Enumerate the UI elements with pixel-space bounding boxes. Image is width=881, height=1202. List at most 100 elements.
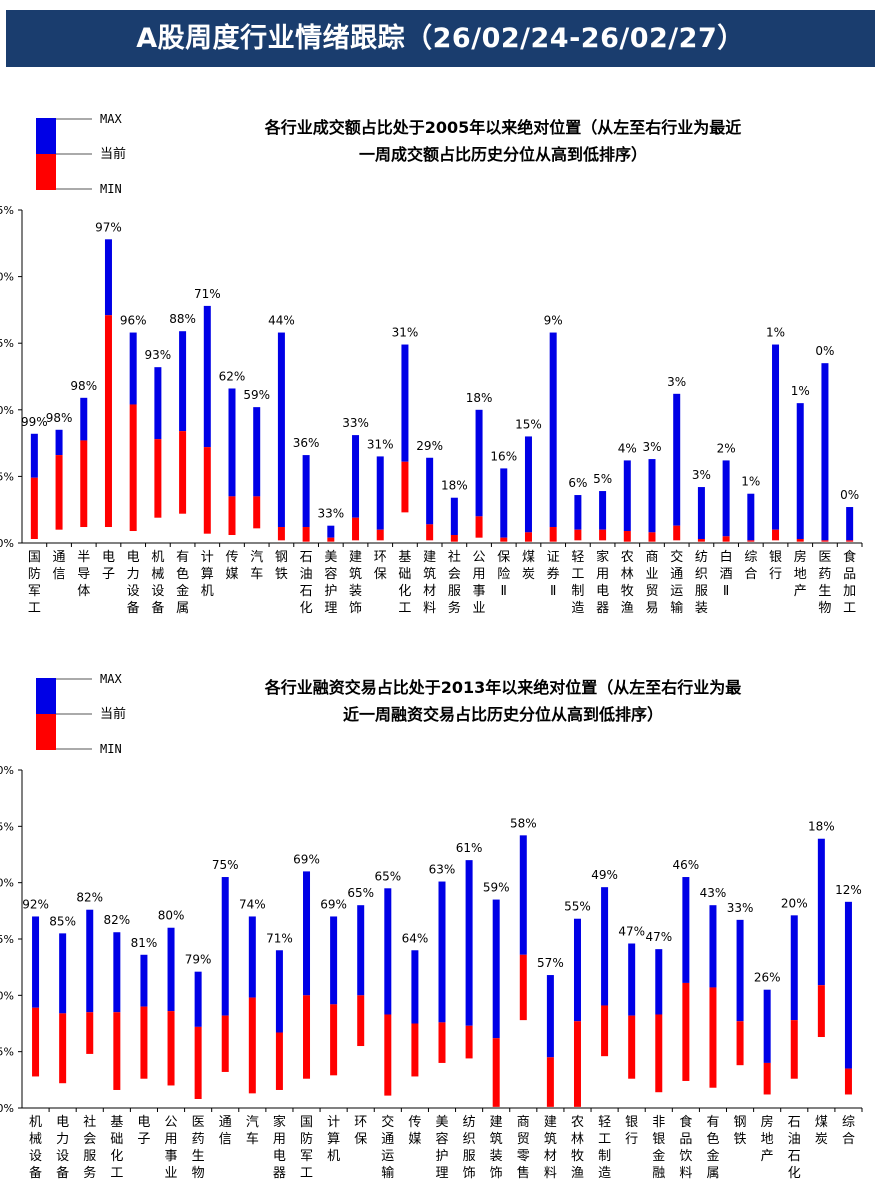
data-label: 16% xyxy=(490,449,517,463)
bar-upper-range xyxy=(113,932,121,1013)
bar-upper-range xyxy=(573,918,581,1022)
bar-lower-range xyxy=(275,1032,283,1090)
data-label: 33% xyxy=(342,416,369,430)
bar-lower-range xyxy=(253,496,261,529)
category-label: 交通运输 xyxy=(381,1114,394,1181)
bar-upper-range xyxy=(438,881,446,1023)
bar-upper-range xyxy=(817,838,825,986)
bar-upper-range xyxy=(524,436,532,533)
bar-upper-range xyxy=(277,332,285,528)
bar-upper-range xyxy=(376,456,384,530)
bar-lower-range xyxy=(179,431,187,514)
bar-upper-range xyxy=(30,433,38,478)
data-label: 1% xyxy=(741,475,760,489)
bar-upper-range xyxy=(549,332,557,528)
category-label: 有色金属 xyxy=(176,550,189,616)
data-label: 1% xyxy=(791,384,810,398)
category-label: 家用电器 xyxy=(273,1114,286,1181)
data-label: 58% xyxy=(510,816,537,830)
category-label: 公用事业 xyxy=(165,1115,178,1181)
bar-lower-range xyxy=(601,1005,609,1057)
bar-upper-range xyxy=(140,954,148,1007)
category-label: 钢铁 xyxy=(275,550,288,582)
bar-lower-range xyxy=(401,461,409,513)
data-label: 4% xyxy=(618,441,637,455)
data-label: 3% xyxy=(667,375,686,389)
bar-upper-range xyxy=(546,975,554,1058)
bar-upper-range xyxy=(194,971,202,1027)
bar-upper-range xyxy=(772,344,780,530)
category-label: 轻工制造 xyxy=(571,550,584,616)
bar-upper-range xyxy=(55,429,63,456)
bar-lower-range xyxy=(655,1014,663,1093)
data-label: 36% xyxy=(293,436,320,450)
bar-lower-range xyxy=(682,982,690,1081)
bar-lower-range xyxy=(140,1006,148,1079)
bar-upper-range xyxy=(221,877,229,1016)
data-label: 33% xyxy=(317,507,344,521)
category-label: 农林牧渔 xyxy=(621,550,634,616)
data-label: 59% xyxy=(243,388,270,402)
bar-lower-range xyxy=(844,1068,852,1095)
bar-upper-range xyxy=(722,460,730,537)
bar-upper-range xyxy=(655,949,663,1015)
data-label: 57% xyxy=(537,956,564,970)
bar-lower-range xyxy=(221,1015,229,1072)
category-label: 机械设备 xyxy=(29,1115,42,1181)
bar-lower-range xyxy=(203,447,211,534)
data-label: 98% xyxy=(70,379,97,393)
bar-upper-range xyxy=(154,367,162,440)
bar-lower-range xyxy=(59,1013,67,1084)
bar-upper-range xyxy=(846,507,854,541)
data-label: 93% xyxy=(145,348,172,362)
bar-upper-range xyxy=(275,950,283,1033)
bar-upper-range xyxy=(475,409,483,517)
bar-lower-range xyxy=(55,455,63,530)
data-label: 69% xyxy=(293,852,320,866)
y-tick-label: 0% xyxy=(0,1102,14,1115)
category-label: 轻工制造 xyxy=(598,1115,611,1181)
category-label: 食品饮料 xyxy=(679,1114,692,1181)
data-label: 59% xyxy=(483,881,510,895)
data-label: 82% xyxy=(104,913,131,927)
category-label: 基础化工 xyxy=(398,550,411,616)
bar-upper-range xyxy=(401,344,409,462)
data-label: 31% xyxy=(392,326,419,340)
bar-lower-range xyxy=(32,1007,40,1077)
bar-lower-range xyxy=(549,527,557,542)
bar-upper-range xyxy=(648,459,656,533)
bar-upper-range xyxy=(844,901,852,1069)
legend-max-swatch xyxy=(36,678,56,714)
y-tick-label: 0% xyxy=(0,271,14,284)
bar-upper-range xyxy=(623,460,631,532)
bar-lower-range xyxy=(573,1021,581,1107)
bar-lower-range xyxy=(411,1023,419,1077)
chart-legend: MAX 当前 MIN xyxy=(36,672,126,756)
bar-lower-range xyxy=(500,537,508,542)
category-label: 计算机 xyxy=(201,550,214,599)
category-label: 钢铁 xyxy=(734,1115,747,1147)
data-label: 20% xyxy=(781,896,808,910)
data-label: 55% xyxy=(564,900,591,914)
bar-lower-range xyxy=(524,532,532,542)
data-label: 18% xyxy=(466,391,493,405)
category-label: 美容护理 xyxy=(324,550,337,616)
legend-label: MIN xyxy=(100,742,122,756)
page-banner: A股周度行业情绪跟踪（26/02/24-26/02/27） xyxy=(6,10,875,67)
legend-label: 当前 xyxy=(100,146,126,162)
data-label: 1% xyxy=(766,326,785,340)
category-label: 家用电器 xyxy=(596,549,609,616)
bar-lower-range xyxy=(673,525,681,541)
data-label: 2% xyxy=(717,441,736,455)
bar-upper-range xyxy=(697,487,705,540)
bar-lower-range xyxy=(628,1015,636,1079)
bar-lower-range xyxy=(736,1021,744,1066)
data-label: 63% xyxy=(429,863,456,877)
category-label: 交通运输 xyxy=(670,549,683,616)
category-label: 半导体 xyxy=(77,550,90,599)
data-label: 47% xyxy=(618,925,645,939)
bar-upper-range xyxy=(492,899,500,1039)
category-label: 电子 xyxy=(102,550,115,582)
bar-lower-range xyxy=(546,1057,554,1107)
